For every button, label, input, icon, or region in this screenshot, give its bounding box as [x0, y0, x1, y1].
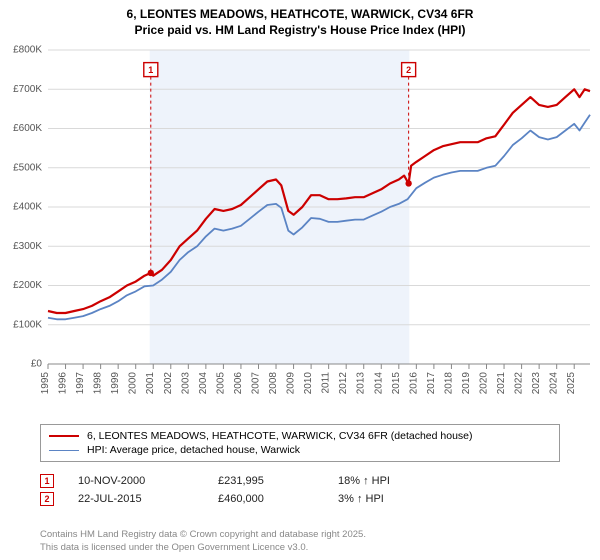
x-tick-label: 2013 [356, 372, 367, 395]
sale-date: 22-JUL-2015 [78, 493, 218, 505]
footer-line2: This data is licensed under the Open Gov… [40, 542, 366, 554]
x-tick-label: 2000 [128, 372, 139, 395]
y-tick-label: £600K [13, 123, 42, 134]
y-tick-label: £100K [13, 319, 42, 330]
sale-diff: 3% ↑ HPI [338, 493, 458, 505]
sale-row: 2 22-JUL-2015£460,0003% ↑ HPI [40, 492, 458, 506]
x-tick-label: 1995 [40, 372, 51, 395]
y-tick-label: £800K [13, 45, 42, 56]
y-tick-label: £300K [13, 241, 42, 252]
sale-row-marker: 1 [40, 474, 54, 488]
price-chart: £0 £100K £200K £300K £400K £500K £600K £700K £80… [0, 44, 600, 414]
x-tick-label: 2015 [391, 372, 402, 395]
legend-label: HPI: Average price, detached house, Warw… [87, 444, 300, 456]
x-tick-label: 2005 [215, 372, 226, 395]
sale-marker-point [405, 180, 411, 186]
x-tick-label: 2016 [408, 372, 419, 395]
legend-swatch [49, 450, 79, 451]
x-tick-label: 2003 [180, 372, 191, 395]
x-tick-label: 2018 [443, 372, 454, 395]
sale-row-marker: 2 [40, 492, 54, 506]
x-tick-label: 2024 [549, 372, 560, 395]
x-tick-label: 2012 [338, 372, 349, 395]
legend-row: 6, LEONTES MEADOWS, HEATHCOTE, WARWICK, … [49, 429, 551, 443]
y-tick-label: £0 [31, 359, 43, 370]
x-tick-label: 2007 [250, 372, 261, 395]
sale-date: 10-NOV-2000 [78, 475, 218, 487]
chart-title-line1: 6, LEONTES MEADOWS, HEATHCOTE, WARWICK, … [0, 6, 600, 22]
legend-label: 6, LEONTES MEADOWS, HEATHCOTE, WARWICK, … [87, 430, 473, 442]
legend-row: HPI: Average price, detached house, Warw… [49, 443, 551, 457]
x-tick-label: 1996 [58, 372, 69, 395]
x-tick-label: 2017 [426, 372, 437, 395]
x-tick-label: 2004 [198, 372, 209, 395]
x-tick-label: 1998 [93, 372, 104, 395]
x-tick-label: 2021 [496, 372, 507, 395]
sale-diff: 18% ↑ HPI [338, 475, 458, 487]
x-tick-label: 2022 [514, 372, 525, 395]
legend-swatch [49, 435, 79, 437]
y-tick-label: £400K [13, 202, 42, 213]
x-tick-label: 2009 [286, 372, 297, 395]
sale-price: £231,995 [218, 475, 338, 487]
x-tick-label: 2019 [461, 372, 472, 395]
footer-line1: Contains HM Land Registry data © Crown c… [40, 529, 366, 541]
x-tick-label: 2010 [303, 372, 314, 395]
sale-marker-number: 2 [406, 65, 411, 75]
chart-title-line2: Price paid vs. HM Land Registry's House … [0, 22, 600, 38]
x-tick-label: 1999 [110, 372, 121, 395]
attribution-footer: Contains HM Land Registry data © Crown c… [40, 529, 366, 554]
sale-marker-point [148, 270, 154, 276]
x-tick-label: 2011 [321, 372, 332, 394]
sale-row: 1 10-NOV-2000£231,99518% ↑ HPI [40, 474, 458, 488]
x-tick-label: 2002 [163, 372, 174, 395]
x-tick-label: 2008 [268, 372, 279, 395]
x-tick-label: 2025 [566, 372, 577, 395]
y-tick-label: £200K [13, 280, 42, 291]
x-tick-label: 1997 [75, 372, 86, 395]
x-tick-label: 2001 [145, 372, 156, 395]
legend: 6, LEONTES MEADOWS, HEATHCOTE, WARWICK, … [40, 424, 560, 462]
sales-table: 1 10-NOV-2000£231,99518% ↑ HPI 2 22-JUL-201… [40, 470, 458, 510]
sale-price: £460,000 [218, 493, 338, 505]
x-tick-label: 2014 [373, 372, 384, 395]
x-tick-label: 2020 [479, 372, 490, 395]
x-tick-label: 2023 [531, 372, 542, 395]
x-tick-label: 2006 [233, 372, 244, 395]
sale-marker-number: 1 [148, 65, 153, 75]
y-tick-label: £700K [13, 84, 42, 95]
y-tick-label: £500K [13, 162, 42, 173]
